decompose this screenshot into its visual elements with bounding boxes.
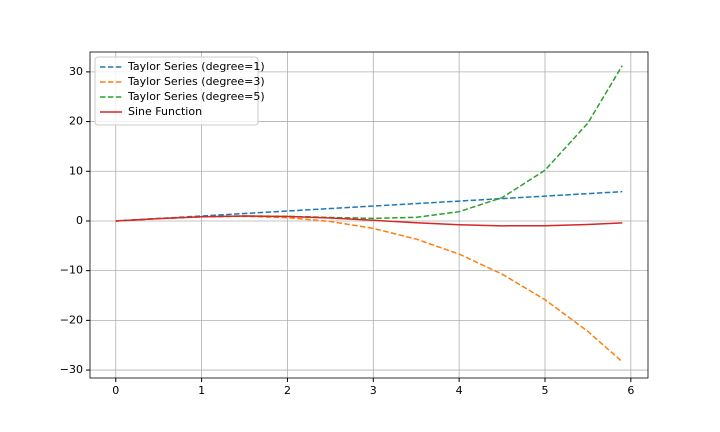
x-tick-label: 4 bbox=[456, 384, 463, 397]
y-tick-label: 10 bbox=[69, 164, 83, 177]
axes-frame bbox=[89, 51, 649, 379]
y-tick-label: −10 bbox=[60, 264, 83, 277]
x-tick-label: 5 bbox=[541, 384, 548, 397]
x-tick-label: 2 bbox=[284, 384, 291, 397]
legend-box bbox=[94, 56, 259, 126]
legend-label: Taylor Series (degree=3) bbox=[127, 75, 265, 88]
series-line bbox=[115, 65, 623, 222]
legend-label: Taylor Series (degree=5) bbox=[127, 90, 265, 103]
x-tick-label: 0 bbox=[112, 384, 119, 397]
x-tick-label: 6 bbox=[627, 384, 634, 397]
legend-label: Taylor Series (degree=1) bbox=[127, 60, 265, 73]
y-tick-label: 0 bbox=[76, 214, 83, 227]
series-line bbox=[115, 190, 623, 222]
y-tick-label: −30 bbox=[60, 363, 83, 376]
legend-label: Sine Function bbox=[128, 105, 202, 118]
x-tick-label: 1 bbox=[198, 384, 205, 397]
y-tick-label: −20 bbox=[60, 313, 83, 326]
series-line bbox=[115, 215, 623, 363]
y-tick-label: 20 bbox=[69, 115, 83, 128]
series-line bbox=[115, 215, 623, 227]
y-tick-label: 30 bbox=[69, 65, 83, 78]
x-tick-label: 3 bbox=[370, 384, 377, 397]
